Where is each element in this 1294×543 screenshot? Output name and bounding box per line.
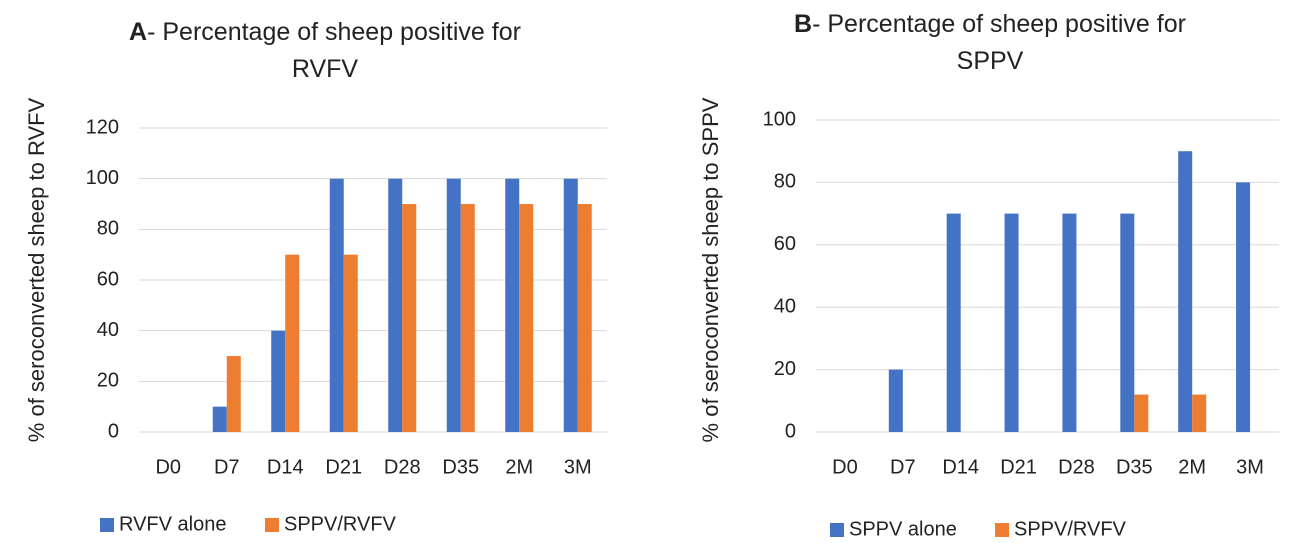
- x-tick-label: D28: [384, 456, 421, 478]
- bar: [946, 213, 961, 432]
- bar: [402, 204, 417, 432]
- x-tick-label: D7: [890, 456, 916, 478]
- legend-label: RVFV alone: [119, 513, 226, 535]
- legend-swatch: [995, 523, 1009, 537]
- bar: [519, 204, 534, 432]
- bar: [577, 204, 592, 432]
- x-tick-label: D21: [1000, 456, 1037, 478]
- y-axis-label: % of seroconverted sheep to RVFV: [24, 97, 49, 442]
- y-tick-label: 120: [86, 116, 119, 138]
- x-tick-label: D28: [1058, 456, 1095, 478]
- x-tick-label: D35: [1116, 456, 1153, 478]
- x-tick-label: D14: [942, 456, 979, 478]
- legend-swatch: [830, 523, 844, 537]
- bar: [1134, 394, 1149, 432]
- bar: [1062, 213, 1077, 432]
- bar: [212, 406, 227, 432]
- legend-label: SPPV/RVFV: [284, 513, 397, 535]
- x-tick-label: D14: [267, 456, 304, 478]
- y-tick-label: 40: [774, 295, 796, 317]
- legend-swatch: [100, 518, 114, 532]
- y-tick-label: 0: [108, 420, 119, 442]
- bar: [271, 330, 286, 432]
- y-tick-label: 60: [97, 268, 119, 290]
- bar: [285, 254, 300, 432]
- bar: [1004, 213, 1019, 432]
- bar: [226, 356, 241, 432]
- x-tick-label: 3M: [1236, 456, 1264, 478]
- x-tick-label: 2M: [505, 456, 533, 478]
- bar: [343, 254, 358, 432]
- bar: [1120, 213, 1135, 432]
- bar: [460, 204, 475, 432]
- y-tick-label: 100: [763, 108, 796, 130]
- chart-title: B- Percentage of sheep positive for SPPV: [794, 10, 1186, 75]
- bar: [888, 369, 903, 432]
- x-tick-label: 2M: [1178, 456, 1206, 478]
- y-tick-label: 40: [97, 319, 119, 341]
- x-tick-label: D35: [442, 456, 479, 478]
- x-tick-label: D21: [325, 456, 362, 478]
- bar: [329, 178, 344, 432]
- bar: [446, 178, 461, 432]
- chart-title: A- Percentage of sheep positive for RVFV: [129, 18, 521, 83]
- y-tick-label: 80: [97, 218, 119, 240]
- legend-label: SPPV/RVFV: [1014, 518, 1127, 540]
- y-axis-label: % of seroconverted sheep to SPPV: [698, 97, 723, 442]
- y-tick-label: 60: [774, 233, 796, 255]
- x-tick-label: D7: [214, 456, 240, 478]
- y-tick-label: 20: [774, 358, 796, 380]
- legend-swatch: [265, 518, 279, 532]
- bar: [1192, 394, 1207, 432]
- bar: [1236, 182, 1251, 432]
- x-tick-label: D0: [832, 456, 858, 478]
- bar: [388, 178, 403, 432]
- y-tick-label: 80: [774, 171, 796, 193]
- bar: [563, 178, 578, 432]
- bar: [505, 178, 520, 432]
- y-tick-label: 0: [785, 420, 796, 442]
- y-tick-label: 100: [86, 167, 119, 189]
- x-tick-label: 3M: [564, 456, 592, 478]
- legend-label: SPPV alone: [849, 518, 957, 540]
- x-tick-label: D0: [155, 456, 181, 478]
- y-tick-label: 20: [97, 370, 119, 392]
- bar: [1178, 151, 1193, 432]
